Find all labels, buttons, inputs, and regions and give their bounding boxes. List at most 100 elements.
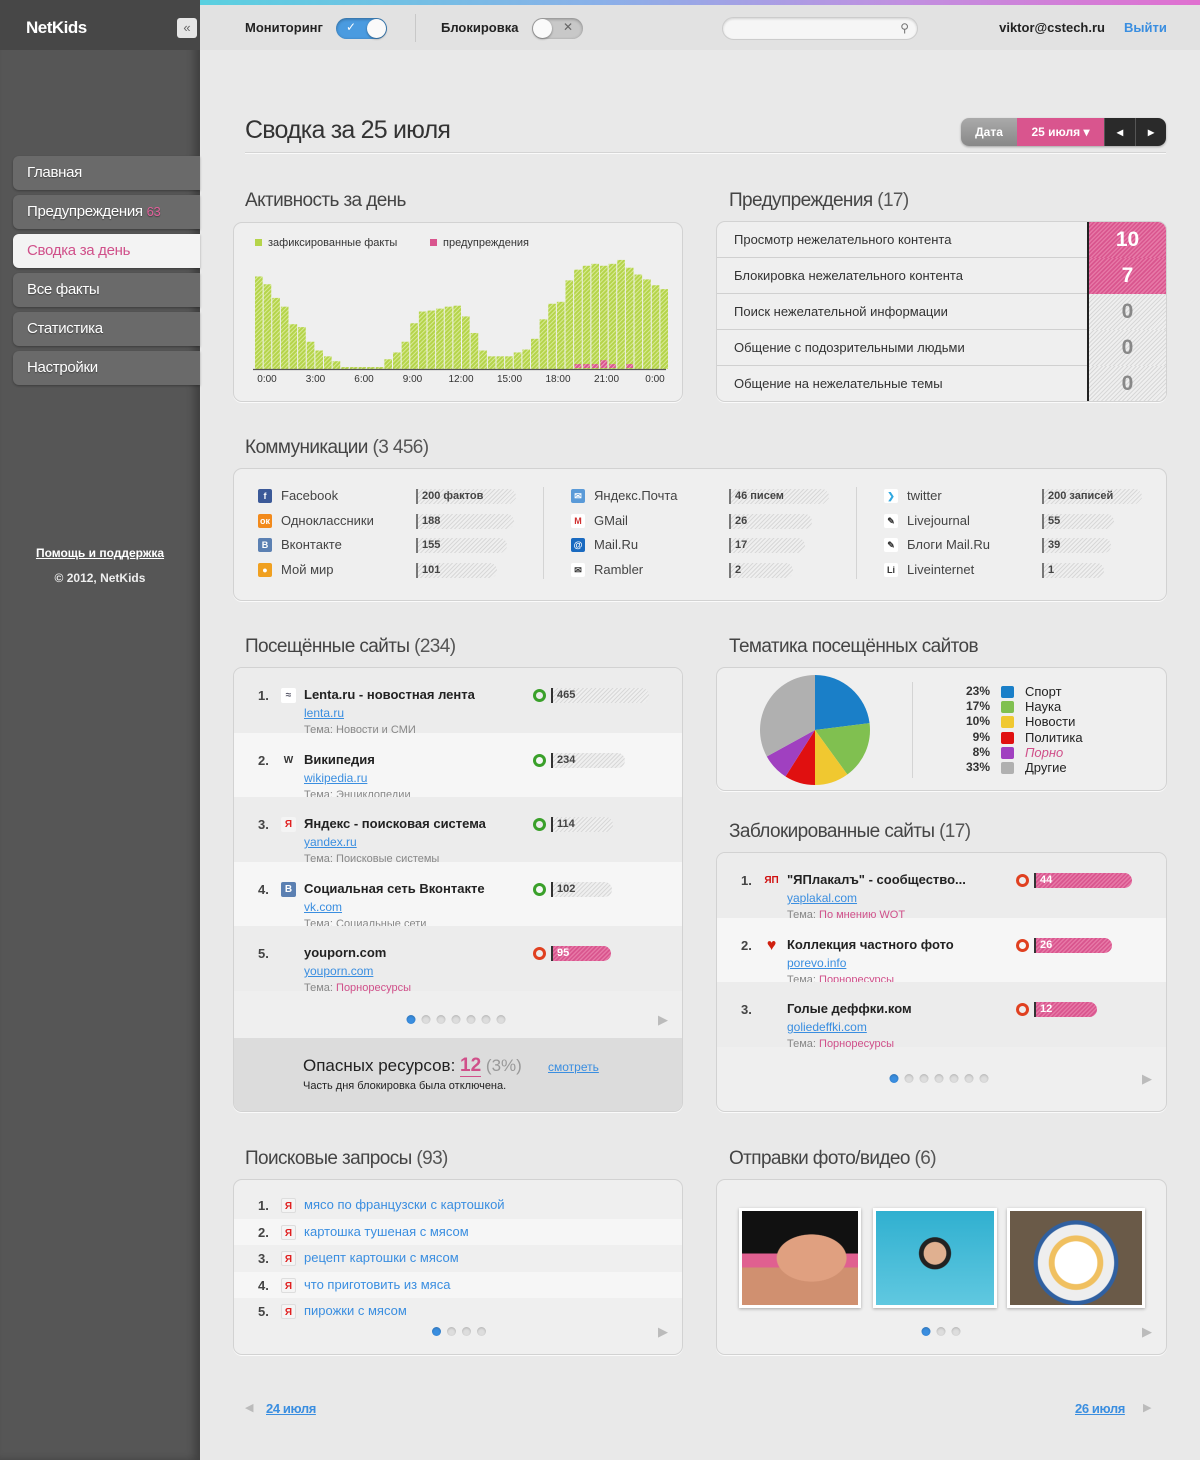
sidebar-item-label: Предупреждения <box>27 203 143 220</box>
search-query-link[interactable]: мясо по французски с картошкой <box>304 1197 505 1212</box>
site-url-link[interactable]: goliedeffki.com <box>787 1020 867 1034</box>
service-name[interactable]: Блоги Mail.Ru <box>907 537 991 553</box>
odnoklassniki-icon: ок <box>258 513 272 528</box>
prev-day-button[interactable]: ◂ <box>1104 118 1135 146</box>
page-dot[interactable] <box>477 1327 486 1336</box>
site-url-link[interactable]: youporn.com <box>304 964 374 978</box>
search-query-link[interactable]: рецепт картошки с мясом <box>304 1250 459 1265</box>
page-dot[interactable] <box>949 1074 959 1083</box>
x-tick-label: 18:00 <box>545 374 571 385</box>
service-name[interactable]: Rambler <box>594 562 644 578</box>
view-danger-link[interactable]: смотреть <box>548 1060 599 1074</box>
page-dot[interactable] <box>936 1327 946 1336</box>
page-dot[interactable] <box>496 1015 506 1024</box>
topic-color-swatch <box>1001 701 1014 714</box>
site-title[interactable]: youporn.com <box>304 945 387 960</box>
date-dropdown[interactable]: 25 июля ▾ <box>1017 118 1104 146</box>
logo[interactable]: NetKids <box>26 18 87 37</box>
next-page-arrow-icon[interactable]: ▶ <box>1142 1071 1152 1086</box>
site-url-link[interactable]: vk.com <box>304 899 343 914</box>
topic-label: Наука <box>1025 699 1062 715</box>
sidebar-item[interactable]: Статистика <box>13 312 200 346</box>
page-dot[interactable] <box>934 1074 944 1083</box>
danger-count[interactable]: 12 <box>460 1055 482 1077</box>
sidebar-item[interactable]: Предупреждения 63 <box>13 195 200 229</box>
bar-facts <box>531 338 539 369</box>
monitoring-toggle[interactable]: ✓ <box>336 18 387 39</box>
site-url-link[interactable]: yaplakal.com <box>787 891 858 905</box>
reputation-indicator-icon <box>533 689 546 702</box>
page-dot[interactable] <box>436 1015 446 1024</box>
page-dot[interactable] <box>406 1015 416 1024</box>
prev-day-arrow-icon[interactable]: ◀ <box>245 1402 254 1414</box>
next-page-arrow-icon[interactable]: ▶ <box>1142 1324 1152 1339</box>
collapse-sidebar-button[interactable]: « <box>177 18 197 38</box>
site-title[interactable]: Яндекс - поисковая система <box>304 816 486 831</box>
page-dot[interactable] <box>921 1327 931 1336</box>
warning-row[interactable]: Блокировка нежелательного контента 7 <box>717 258 1166 294</box>
page-dot[interactable] <box>447 1327 456 1336</box>
page-dot[interactable] <box>964 1074 974 1083</box>
help-link[interactable]: Помощь и поддержка <box>35 546 165 560</box>
sidebar-item[interactable]: Все факты <box>13 273 200 307</box>
site-title[interactable]: Социальная сеть Вконтакте <box>304 880 485 896</box>
logout-link[interactable]: Выйти <box>1124 20 1167 35</box>
sidebar-item[interactable]: Настройки <box>13 351 200 385</box>
photo-thumbnail[interactable] <box>1007 1208 1145 1308</box>
service-name[interactable]: Вконтакте <box>281 537 342 553</box>
warning-row[interactable]: Общение на нежелательные темы 0 <box>717 366 1166 401</box>
site-url-link[interactable]: wikipedia.ru <box>304 770 368 785</box>
service-name[interactable]: Мой мир <box>281 562 334 578</box>
site-title[interactable]: Lenta.ru - новостная лента <box>304 687 475 702</box>
search-query-link[interactable]: пирожки с мясом <box>304 1303 407 1318</box>
page-dot[interactable] <box>904 1074 914 1083</box>
page-dot[interactable] <box>919 1074 929 1083</box>
sidebar-item[interactable]: Главная <box>13 156 200 190</box>
page-dot[interactable] <box>432 1327 441 1336</box>
page-dot[interactable] <box>466 1015 476 1024</box>
page-dot[interactable] <box>979 1074 989 1083</box>
next-page-arrow-icon[interactable]: ▶ <box>658 1324 668 1339</box>
warning-row[interactable]: Просмотр нежелательного контента 10 <box>717 222 1166 258</box>
yandex-icon: Я <box>281 1251 296 1266</box>
service-name[interactable]: Mail.Ru <box>594 537 639 553</box>
next-day-link[interactable]: 26 июля <box>1075 1401 1125 1416</box>
page-dot[interactable] <box>889 1074 899 1083</box>
page-dot[interactable] <box>462 1327 471 1336</box>
topic-percent: 8% <box>972 744 990 759</box>
page-dot[interactable] <box>951 1327 961 1336</box>
search-query-link[interactable]: что приготовить из мяса <box>304 1276 451 1292</box>
photo-thumbnail[interactable] <box>739 1208 861 1308</box>
service-name[interactable]: twitter <box>907 488 942 503</box>
page-dot[interactable] <box>421 1015 431 1024</box>
next-day-button[interactable]: ▸ <box>1135 118 1166 146</box>
search-input[interactable] <box>733 18 893 39</box>
site-url-link[interactable]: yandex.ru <box>304 835 357 849</box>
site-url-link[interactable]: lenta.ru <box>304 706 345 720</box>
bar-facts <box>574 269 582 369</box>
site-title[interactable]: Коллекция частного фото <box>787 936 954 952</box>
service-name[interactable]: GMail <box>594 512 628 528</box>
service-name[interactable]: Одноклассники <box>281 512 374 528</box>
service-name[interactable]: Facebook <box>281 488 339 503</box>
site-title[interactable]: "ЯПлакалъ" - сообщество... <box>787 872 966 887</box>
page-dot[interactable] <box>451 1015 461 1024</box>
service-name[interactable]: Яндекс.Почта <box>594 488 678 503</box>
search-query-link[interactable]: картошка тушеная с мясом <box>304 1223 469 1239</box>
sidebar-item[interactable]: Сводка за день <box>13 234 200 268</box>
page-dot[interactable] <box>481 1015 491 1024</box>
blocking-toggle[interactable]: ✕ <box>532 18 583 39</box>
rambler-icon: ✉ <box>571 563 585 578</box>
prev-day-link[interactable]: 24 июля <box>266 1401 316 1416</box>
warning-row[interactable]: Общение с подозрительными людьми 0 <box>717 330 1166 366</box>
site-title[interactable]: Википедия <box>304 751 375 767</box>
site-url-link[interactable]: porevo.info <box>787 955 847 970</box>
photo-thumbnail[interactable] <box>873 1208 997 1308</box>
service-name[interactable]: Liveinternet <box>907 562 975 578</box>
service-name[interactable]: Livejournal <box>907 512 970 528</box>
search-icon[interactable]: ⚲ <box>900 21 909 35</box>
next-page-arrow-icon[interactable]: ▶ <box>658 1012 668 1027</box>
site-title[interactable]: Голые деффки.ком <box>787 1001 912 1016</box>
warning-row[interactable]: Поиск нежелательной информации 0 <box>717 294 1166 330</box>
next-day-arrow-icon[interactable]: ▶ <box>1143 1402 1152 1414</box>
